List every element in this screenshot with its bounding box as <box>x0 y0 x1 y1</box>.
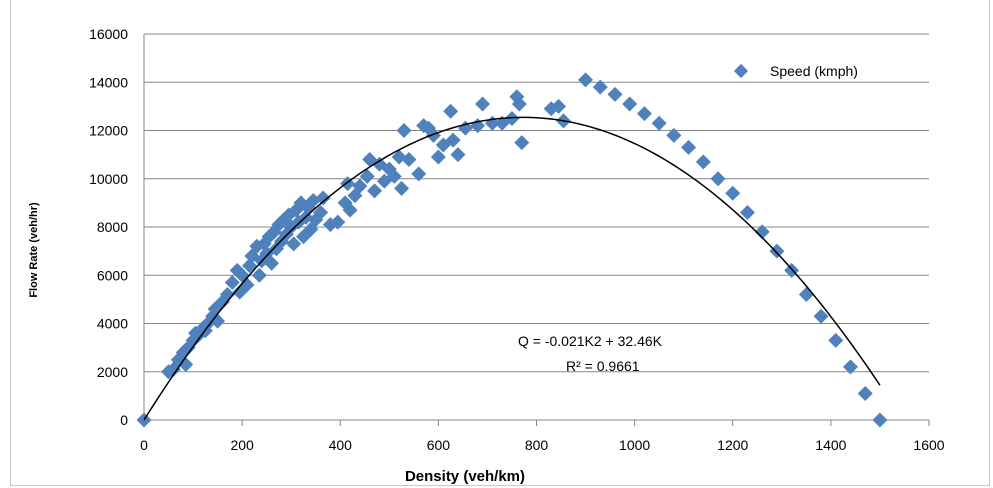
data-point <box>857 385 873 401</box>
data-point <box>636 106 652 122</box>
chart-frame <box>10 0 990 486</box>
trendline <box>143 116 881 421</box>
data-point <box>359 168 375 184</box>
y-tick-label: 4000 <box>97 316 128 332</box>
legend: Speed (kmph) <box>733 63 858 79</box>
data-point <box>592 79 608 95</box>
data-point <box>224 274 240 290</box>
data-point <box>695 154 711 170</box>
data-point <box>445 132 461 148</box>
data-point <box>681 139 697 155</box>
data-point <box>425 127 441 143</box>
y-axis-label: Flow Rate (veh/hr) <box>28 202 40 298</box>
x-tick-label: 1000 <box>619 437 650 453</box>
x-tick-label: 1200 <box>717 437 748 453</box>
data-point <box>450 147 466 163</box>
data-points <box>136 72 888 428</box>
data-point <box>430 149 446 165</box>
data-point <box>551 98 567 114</box>
y-tick-label: 14000 <box>89 74 128 90</box>
data-point <box>396 123 412 138</box>
y-tick-label: 2000 <box>97 364 128 380</box>
data-point <box>330 214 346 230</box>
data-point <box>622 96 638 112</box>
axes <box>143 34 930 426</box>
x-tick-label: 0 <box>140 437 148 453</box>
data-point <box>352 178 368 194</box>
data-point <box>475 96 491 112</box>
x-tick-label: 200 <box>230 437 254 453</box>
legend-marker <box>733 63 749 79</box>
x-tick-labels: 0 200 400 600 800 1000 1200 1400 1600 <box>140 437 945 453</box>
y-tick-labels: 0 2000 4000 6000 8000 10000 12000 14000 16000 <box>89 26 128 428</box>
data-point <box>457 120 473 136</box>
y-tick-label: 10000 <box>89 171 128 187</box>
data-point <box>828 332 844 348</box>
data-point <box>210 313 226 329</box>
data-point <box>394 180 410 196</box>
y-tick-label: 0 <box>120 412 128 428</box>
x-tick-label: 1400 <box>815 437 846 453</box>
data-point <box>313 205 329 221</box>
data-point <box>178 357 194 373</box>
data-point <box>286 236 302 252</box>
data-point <box>511 96 527 112</box>
data-point <box>578 72 594 88</box>
x-tick-label: 400 <box>329 437 353 453</box>
x-tick-label: 1600 <box>913 437 944 453</box>
data-point <box>754 224 770 240</box>
y-tick-label: 12000 <box>89 123 128 139</box>
data-point <box>843 359 858 375</box>
data-point <box>798 287 814 303</box>
y-tick-label: 16000 <box>89 26 128 42</box>
data-point <box>315 190 331 206</box>
legend-label: Speed (kmph) <box>770 63 858 79</box>
data-point <box>367 183 383 199</box>
data-point <box>264 255 280 271</box>
r-squared-label: R² = 0.9661 <box>566 358 640 374</box>
data-point <box>386 168 402 184</box>
data-point <box>401 151 417 167</box>
data-point <box>411 166 427 182</box>
trendline-equation: Q = -0.021K2 + 32.46K <box>518 333 663 349</box>
y-tick-label: 8000 <box>97 219 128 235</box>
x-axis-label: Density (veh/km) <box>405 468 525 485</box>
data-point <box>251 267 267 283</box>
grid-lines <box>144 33 929 373</box>
data-point <box>443 103 459 119</box>
data-point <box>219 287 235 303</box>
data-point <box>666 127 682 143</box>
data-point <box>504 110 520 126</box>
data-point <box>651 115 667 131</box>
x-tick-label: 600 <box>427 437 451 453</box>
y-tick-label: 6000 <box>97 267 128 283</box>
data-point <box>872 412 888 428</box>
x-tick-label: 800 <box>525 437 549 453</box>
data-point <box>813 308 829 324</box>
data-point <box>514 135 530 151</box>
data-point <box>710 171 726 187</box>
data-point <box>342 202 358 218</box>
data-point <box>769 243 785 259</box>
data-point <box>725 185 741 201</box>
data-point <box>739 205 755 221</box>
data-point <box>607 86 623 102</box>
